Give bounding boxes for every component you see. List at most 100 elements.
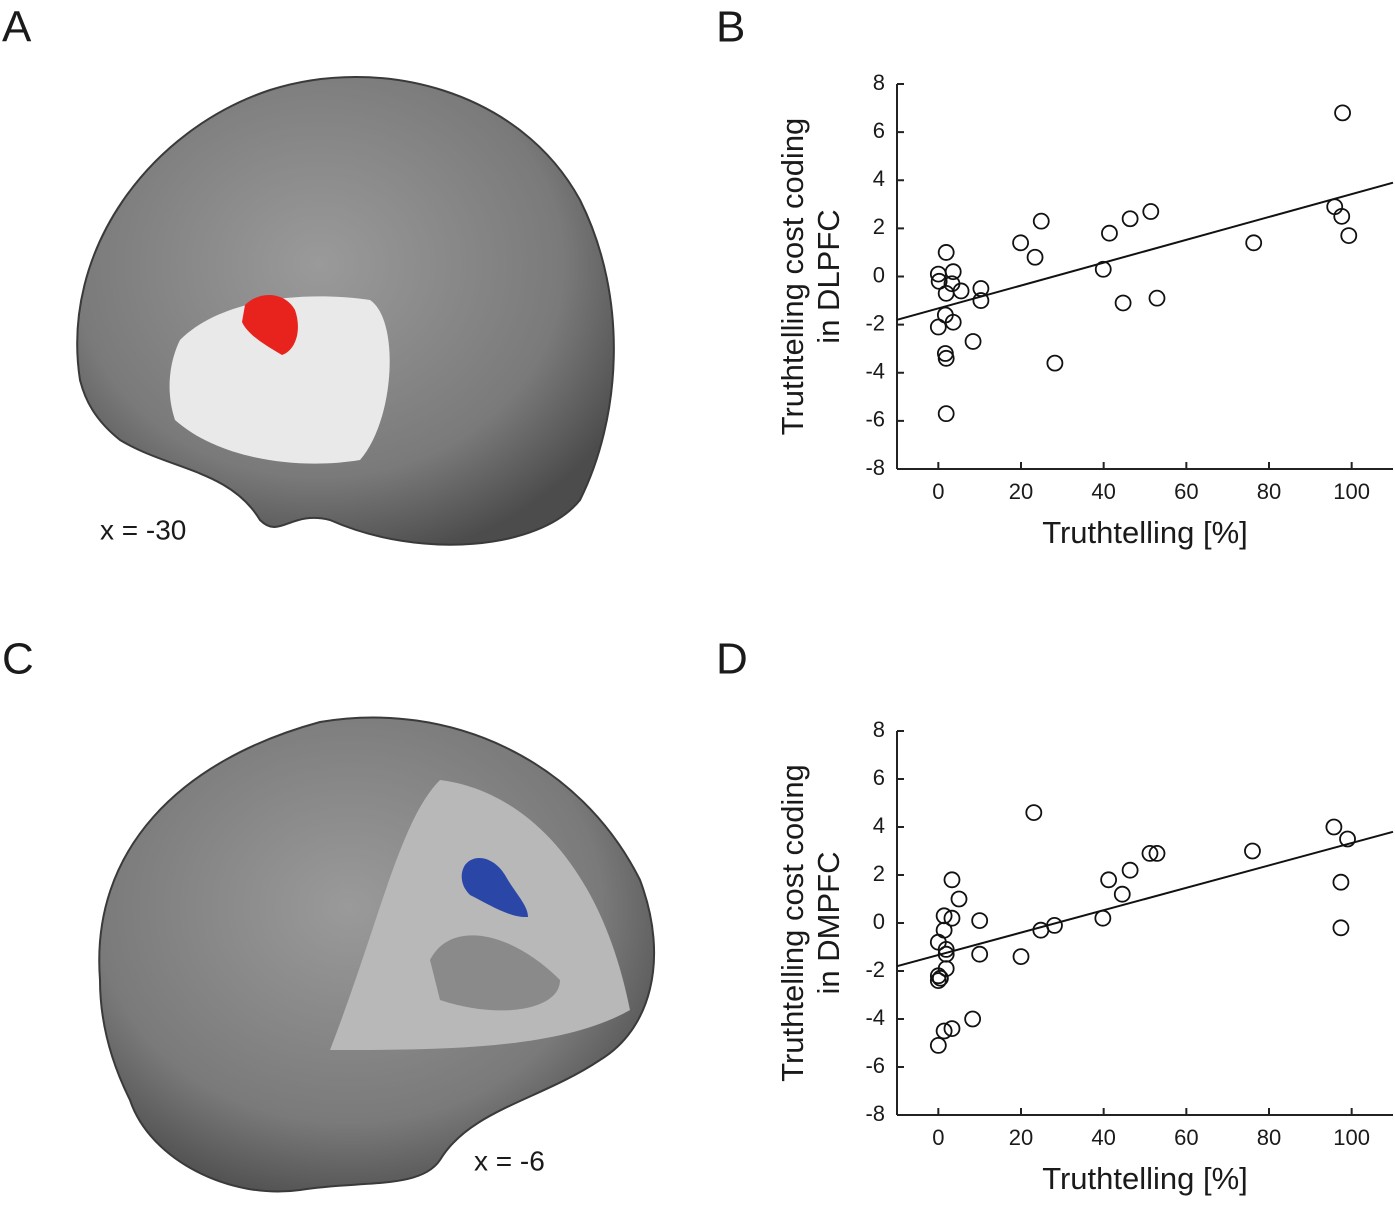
data-point — [1026, 248, 1044, 266]
data-point — [1012, 234, 1029, 252]
data-point — [1121, 861, 1139, 879]
data-point — [964, 333, 982, 350]
data-point — [1142, 203, 1160, 220]
y-tick-label: 2 — [873, 861, 885, 886]
y-axis-label: in DMPFC — [811, 852, 846, 995]
y-tick-label: -4 — [865, 1005, 885, 1030]
data-point — [1148, 289, 1166, 307]
data-point — [971, 912, 989, 929]
data-point — [932, 969, 949, 987]
y-tick-label: 8 — [873, 70, 885, 95]
y-tick-label: 4 — [873, 813, 885, 838]
coordinate-label: x = -30 — [100, 514, 186, 545]
x-tick-label: 60 — [1174, 1125, 1198, 1150]
x-axis-label: Truthtelling [%] — [1042, 515, 1248, 550]
x-tick-label: 100 — [1333, 479, 1370, 504]
y-tick-label: 8 — [873, 717, 885, 742]
data-point — [1333, 207, 1351, 225]
x-tick-label: 100 — [1333, 1125, 1370, 1150]
data-point — [1100, 871, 1118, 889]
data-point — [1094, 909, 1112, 927]
y-tick-label: 2 — [873, 214, 885, 239]
x-tick-label: 20 — [1009, 1125, 1033, 1150]
brain-image-c — [98, 716, 656, 1193]
y-axis-label: Truthtelling cost coding — [775, 118, 810, 436]
data-point — [937, 405, 955, 423]
x-tick-label: 20 — [1009, 479, 1033, 504]
x-tick-label: 40 — [1091, 1125, 1115, 1150]
data-point — [937, 244, 955, 261]
x-tick-label: 60 — [1174, 479, 1198, 504]
data-point — [1101, 224, 1118, 242]
x-tick-label: 40 — [1091, 479, 1115, 504]
panel-label: A — [2, 3, 32, 52]
cluster — [461, 857, 528, 918]
y-tick-label: -8 — [865, 455, 885, 480]
data-point — [943, 1020, 961, 1037]
y-tick-label: 4 — [873, 166, 885, 191]
y-axis-label: in DLPFC — [811, 209, 846, 343]
data-point — [929, 318, 947, 336]
data-point — [1245, 234, 1263, 252]
data-point — [972, 292, 990, 309]
data-point — [937, 941, 955, 958]
data-point — [1046, 354, 1064, 372]
data-point — [1046, 917, 1063, 934]
data-point — [937, 349, 955, 367]
y-tick-label: -4 — [865, 359, 885, 384]
data-point — [964, 1010, 982, 1028]
y-tick-label: 0 — [873, 909, 885, 934]
x-tick-label: 0 — [932, 479, 944, 504]
panel-label: C — [2, 635, 34, 684]
data-point — [1332, 919, 1350, 937]
data-point — [950, 890, 968, 908]
data-point — [952, 282, 970, 300]
data-point — [972, 280, 990, 297]
x-tick-label: 80 — [1257, 479, 1281, 504]
data-point — [1032, 921, 1050, 939]
y-tick-label: -2 — [865, 310, 885, 335]
x-axis-label: Truthtelling [%] — [1042, 1161, 1248, 1196]
x-tick-label: 0 — [932, 1125, 944, 1150]
panel-label: B — [716, 3, 745, 52]
cluster — [242, 294, 298, 355]
data-point — [1025, 804, 1043, 821]
data-point — [929, 972, 947, 989]
data-point — [1148, 845, 1166, 862]
fit-line — [896, 181, 1394, 321]
y-tick-label: 0 — [873, 262, 885, 287]
data-point — [971, 945, 989, 963]
data-point — [937, 960, 955, 977]
data-point — [1141, 845, 1159, 862]
data-point — [944, 313, 962, 331]
data-point — [1094, 260, 1112, 278]
data-point — [944, 263, 962, 281]
data-point — [943, 871, 961, 889]
data-point — [1032, 212, 1050, 230]
brain-image-a — [76, 75, 615, 546]
data-point — [935, 1022, 953, 1040]
data-point — [929, 1037, 947, 1054]
data-point — [1334, 104, 1351, 122]
y-tick-label: 6 — [873, 118, 885, 143]
data-point — [1325, 818, 1343, 836]
data-point — [1113, 885, 1131, 903]
y-axis-label: Truthtelling cost coding — [775, 764, 810, 1082]
data-point — [1332, 873, 1350, 891]
data-point — [1121, 210, 1139, 228]
x-tick-label: 80 — [1257, 1125, 1281, 1150]
y-tick-label: -6 — [865, 1053, 885, 1078]
data-point — [943, 909, 961, 927]
panel-label: D — [716, 635, 748, 684]
fit-line — [896, 830, 1394, 968]
data-point — [1012, 948, 1030, 965]
coordinate-label: x = -6 — [474, 1145, 545, 1176]
data-point — [1114, 294, 1132, 312]
data-point — [1244, 842, 1261, 860]
y-tick-label: 6 — [873, 765, 885, 790]
y-tick-label: -2 — [865, 957, 885, 982]
data-point — [1339, 830, 1356, 848]
